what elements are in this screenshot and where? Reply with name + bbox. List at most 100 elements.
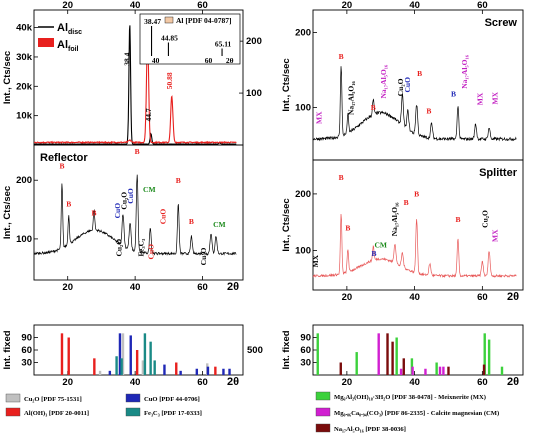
reflector-x-unit-label: 2θ [227,281,239,293]
reflector-peak-label: B [66,200,71,209]
ref-left-y-tick-label: 60 [21,345,32,356]
reflector-series-0 [33,174,237,256]
reference-legend-left: Cu₂O [PDF 75-1531] CuO [PDF 44-0706] Al(OH… [5,393,202,417]
ref-left-ref-bar [141,360,145,375]
ref-left-ref-bar [195,368,199,375]
legend-swatch [315,407,331,417]
ref-right-ref-bar [411,366,414,375]
al-top-tick-label: 20 [62,0,73,11]
legend-label: Al(OH)₃ [PDF 20-0011] [24,410,89,417]
ref-left-ref-bar [120,358,123,375]
splitter-peak-label: Na₁₇Al₅O₁₆ [390,202,399,236]
reflector-peak-label: Cu₂O [120,192,129,210]
legend-swatch [315,423,331,433]
al-y-tick-label: 40k [16,23,33,34]
ref-left-ref-bar [175,362,178,375]
ref-left-x-unit-label: 2θ [227,376,239,388]
al-series-1 [34,36,237,145]
reflector-peak-label: CM [143,185,156,194]
reflector-y-axis-label: Int., Cts/sec [2,186,13,239]
reference-legend-right: Mg₆Al₂(OH)₁₈·3H₂O [PDF 38-0478] - Meixne… [315,391,499,433]
reflector-plot-frame [33,144,244,281]
legend-label: Mg₀.₀₆Ca₀.₉₄(CO₃) [PDF 86-2335] - Calcit… [334,410,499,417]
al-inset-line-label: 65.11 [215,40,232,49]
reflector-x-tick-label: 60 [197,282,208,293]
ref-left-ref-bar [222,368,225,375]
screw-peak-label: MX [475,92,484,105]
splitter-series-0 [312,213,517,279]
ref-left-ref-bar [228,368,231,375]
splitter-y-tick-label: 100 [295,245,311,256]
reflector-x-tick-label: 20 [62,282,73,293]
ref-right-y-tick-label: 30 [300,358,311,369]
ref-left-ref-bar [67,337,70,375]
legend-label: CuO [PDF 44-0706] [144,396,200,403]
ref-right-y-tick-label: 90 [300,333,311,344]
ref-left-ref-bar [153,360,156,375]
splitter-x-unit-label: 2θ [507,291,519,303]
ref-left-ref-bar [129,335,132,375]
ref-left-ref-bar [214,366,217,375]
screw-peak-label: Cu₂O [396,78,405,96]
reflector-peak-label: B [91,208,96,217]
reflector-peak-label: CuO [126,188,135,204]
ref-left-right-tick-label: 500 [247,345,263,356]
ref-right-x-tick-label: 60 [477,377,488,388]
reflector-x-tick-label: 40 [130,282,141,293]
ref-left-x-tick-label: 60 [197,377,208,388]
al-inset-frame [139,13,241,65]
screw-plot-frame [312,9,524,161]
ref-right-ref-bar [395,337,398,375]
reflector-peak-label: CM [213,220,226,229]
ref-right-ref-bar [447,366,450,375]
legend-swatch [125,407,141,417]
splitter-x-tick-label: 60 [477,292,488,303]
ref-right-ref-bar [377,333,380,375]
al-disc-legend-label: Aldisc [57,22,82,36]
screw-y-axis-label: Int., Cts/sec [281,58,292,111]
splitter-plot-frame [312,159,524,291]
splitter-x-tick-label: 40 [409,292,420,303]
reflector-peak-label: B [135,147,140,156]
ref-left-x-tick-label: 40 [130,377,141,388]
splitter-peak-label: B [455,215,460,224]
al-inset-tick-label: 2θ [226,56,234,65]
ref-right-ref-bar [487,339,491,375]
screw-series-0 [312,66,517,142]
ref-left-ref-bar [121,333,125,375]
screw-peak-label: MX [314,111,323,124]
splitter-peak-label: CM [374,241,387,250]
al-y-tick-label: 30k [16,52,33,63]
al-foil-legend-swatch [38,38,54,47]
screw-peak-label: B [451,89,456,98]
splitter-peak-label: MX [491,229,500,242]
ref-right-ref-bar [424,368,427,375]
reflector-peak-label: Cu₂O [115,239,124,257]
screw-peak-label: B [417,69,422,78]
ref-left-ref-bar [108,370,112,375]
al-y-tick-label: 20k [16,81,33,92]
splitter-title: Splitter [479,167,518,179]
ref-right-ref-bar [483,333,486,375]
reflector-peak-label: Fe₃C₃ [137,238,146,257]
legend-swatch [315,391,331,401]
ref-left-ref-bar [135,350,139,375]
legend-swatch [5,407,21,417]
al-peak-label: 38.4 [123,52,132,65]
screw-peak-label: Na₁₇Al₅O₁₆ [347,81,356,115]
al-inset-line-label: 38.47 [144,17,161,26]
ref-right-ref-bar [438,366,442,375]
ref-right-ref-bar [316,333,319,375]
ref-left-ref-bar [149,341,152,375]
screw-peak-label: B [426,107,431,116]
ref-right-plot-frame [312,324,524,376]
splitter-peak-label: B [339,173,344,182]
ref-left-ref-bar [206,366,210,375]
al-inset-swatch [164,16,174,24]
screw-top-tick-label: 40 [409,0,420,11]
ref-left-ref-bar [179,370,182,375]
